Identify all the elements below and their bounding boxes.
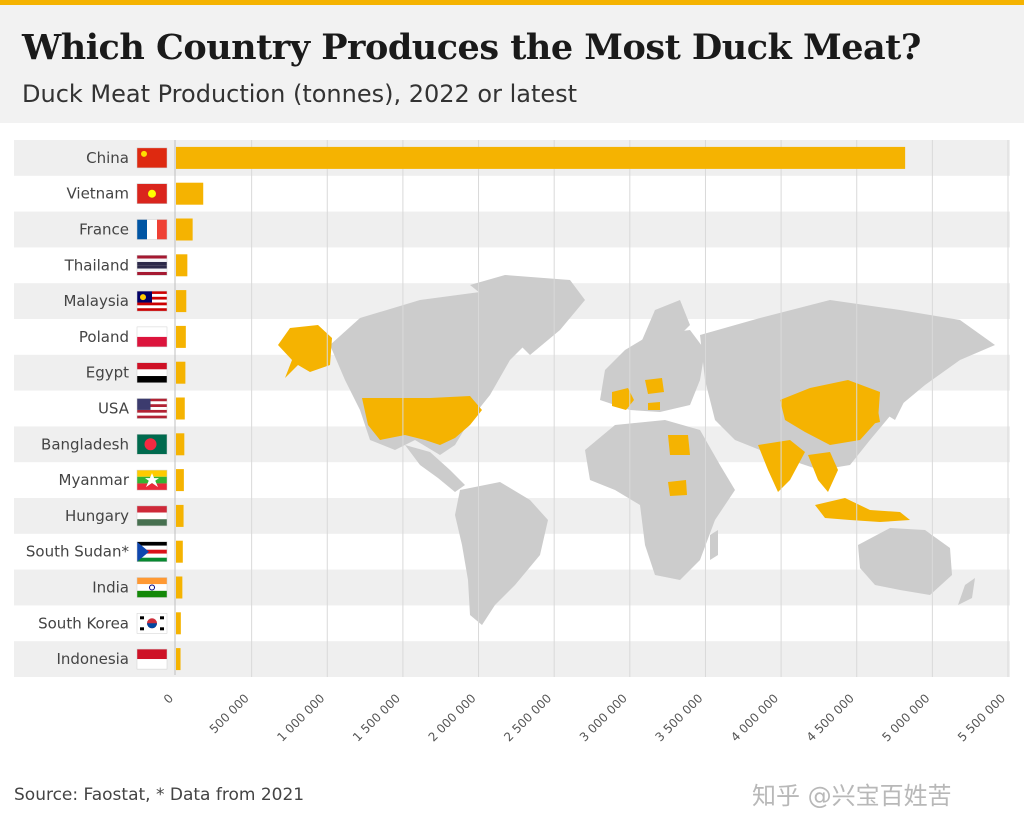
map-scandinavia (640, 300, 690, 355)
hungary-flag-icon (136, 505, 168, 527)
x-tick-label: 0 (161, 691, 176, 706)
x-tick-label: 500 000 (207, 691, 252, 736)
top-accent-rule (0, 0, 1024, 5)
gridlines (251, 140, 1009, 677)
indonesia-flag-icon (136, 648, 168, 670)
bar-chart: China Vietnam France Thailand Malaysia Poland… (14, 140, 1010, 744)
map-korea (870, 410, 880, 424)
category-label: South Korea (38, 614, 129, 632)
map-south-sudan (668, 480, 687, 496)
map-southeast-asia (808, 452, 838, 492)
china-flag-icon (136, 147, 168, 169)
category-label: Bangladesh (41, 435, 129, 453)
category-label: Malaysia (63, 292, 129, 310)
france-flag-icon (136, 219, 168, 240)
chart-header: Which Country Produces the Most Duck Mea… (0, 5, 1024, 123)
map-alaska (278, 325, 332, 378)
bar (176, 612, 181, 635)
map-hungary (648, 402, 660, 410)
category-label: India (92, 579, 129, 597)
map-china (780, 380, 880, 445)
bars (176, 146, 906, 671)
category-label: China (86, 149, 129, 167)
thailand-flag-icon (136, 255, 168, 276)
category-label: Thailand (64, 256, 129, 274)
bar (176, 397, 185, 420)
myanmar-flag-icon (136, 469, 168, 491)
bar (176, 182, 204, 205)
usa-flag-icon (136, 398, 168, 419)
map-africa (585, 420, 735, 580)
x-axis-tick-labels: 0 500 000 1 000 000 1 500 000 2 000 000 2 500… (161, 691, 1008, 744)
poland-flag-icon (136, 326, 168, 348)
bar (176, 218, 193, 241)
x-tick-label: 4 500 000 (804, 691, 857, 744)
bar (176, 504, 184, 527)
egypt-flag-icon (136, 362, 168, 383)
category-label: France (79, 221, 129, 239)
vietnam-flag-icon (136, 183, 168, 204)
chart-subtitle: Duck Meat Production (tonnes), 2022 or l… (22, 80, 578, 108)
category-labels: China Vietnam France Thailand Malaysia Poland… (26, 149, 130, 668)
category-label: USA (98, 400, 130, 418)
bar (176, 254, 188, 277)
x-tick-label: 1 000 000 (274, 691, 327, 744)
bar (176, 576, 183, 599)
category-label: Vietnam (66, 185, 129, 203)
south-korea-flag-icon (136, 613, 168, 634)
bangladesh-flag-icon (136, 434, 168, 455)
map-japan (887, 385, 905, 420)
map-indonesia (815, 498, 910, 522)
south-sudan-flag-icon (136, 541, 168, 562)
x-tick-label: 5 000 000 (879, 691, 932, 744)
x-tick-label: 2 000 000 (426, 691, 479, 744)
map-france (612, 388, 634, 410)
chart-title: Which Country Produces the Most Duck Mea… (22, 27, 921, 68)
map-australia (858, 528, 952, 595)
bar (176, 290, 187, 313)
malaysia-flag-icon (136, 290, 168, 312)
map-central-america (405, 445, 465, 492)
bar (176, 648, 181, 671)
source-note: Source: Faostat, * Data from 2021 (14, 785, 305, 805)
x-tick-label: 5 500 000 (955, 691, 1008, 744)
map-egypt (668, 435, 690, 455)
category-label: Hungary (65, 507, 129, 525)
x-tick-label: 1 500 000 (350, 691, 403, 744)
bar (176, 433, 185, 456)
bar (176, 540, 183, 563)
map-new-zealand (958, 578, 975, 605)
map-madagascar (710, 530, 718, 560)
map-greenland (470, 275, 585, 355)
watermark: 知乎 @兴宝百姓苦 (752, 782, 952, 810)
x-tick-label: 2 500 000 (501, 691, 554, 744)
bar (176, 146, 906, 169)
category-label: Indonesia (56, 650, 129, 668)
bar (176, 361, 186, 384)
india-flag-icon (136, 577, 168, 598)
bar (176, 469, 184, 492)
x-tick-label: 3 000 000 (577, 691, 630, 744)
category-label: Egypt (86, 364, 129, 382)
world-map (278, 275, 995, 625)
category-label: Poland (79, 328, 129, 346)
bar (176, 325, 186, 348)
flags (136, 147, 168, 670)
category-label: Myanmar (59, 471, 130, 489)
map-poland (645, 378, 664, 394)
x-tick-label: 4 000 000 (728, 691, 781, 744)
map-usa (362, 396, 482, 445)
x-tick-label: 3 500 000 (652, 691, 705, 744)
category-label: South Sudan* (26, 543, 130, 561)
